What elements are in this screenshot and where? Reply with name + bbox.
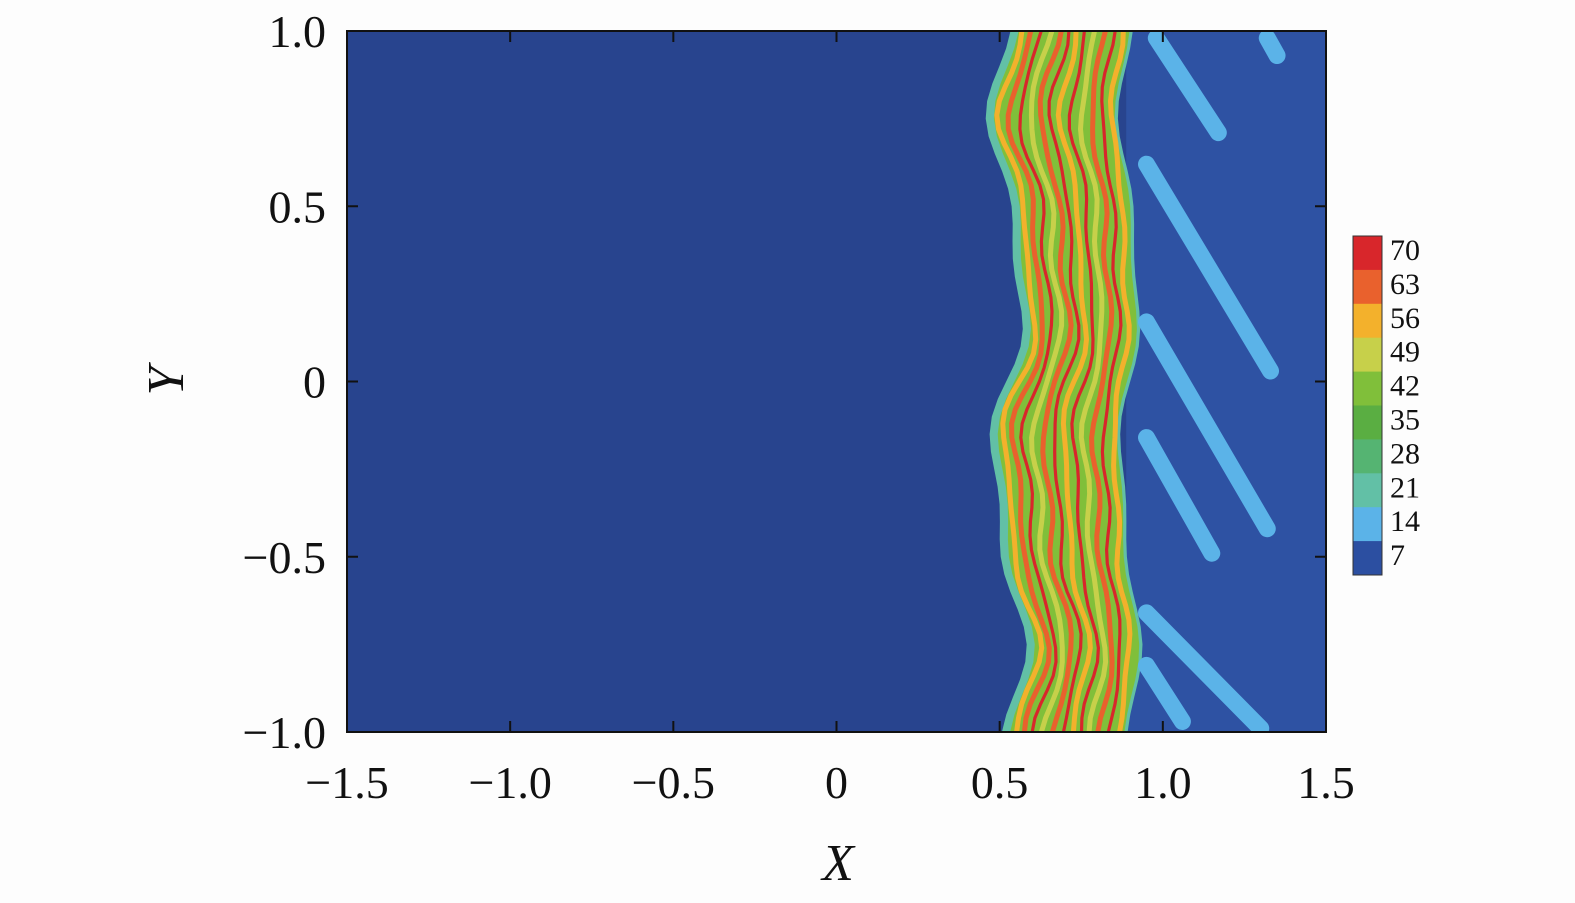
contour-line-49 (1028, 31, 1065, 732)
streak (1138, 604, 1270, 732)
contour-line-56 (1107, 31, 1133, 732)
colorbar-frame (1352, 235, 1383, 576)
y-axis: 1.0 0.5 0 −0.5 −1.0 (243, 6, 1326, 758)
front-band (993, 31, 1140, 732)
contour-line-63 (1005, 31, 1052, 732)
x-tick-label: 0 (825, 757, 848, 808)
streak (1147, 31, 1227, 142)
streak (1138, 313, 1276, 538)
streak (1138, 155, 1280, 380)
colorbar-label: 56 (1390, 302, 1420, 335)
y-tick-label: 1.0 (269, 6, 327, 57)
colorbar-label: 7 (1390, 539, 1405, 572)
contour-line-70 (1067, 31, 1101, 732)
colorbar-label: 35 (1390, 404, 1420, 437)
contour-field (985, 31, 1326, 732)
x-axis-title: X (820, 835, 856, 892)
x-tick-label: 1.5 (1297, 757, 1355, 808)
contour-line-56 (1055, 31, 1093, 732)
y-axis-title: Y (138, 361, 195, 395)
colorbar-label: 49 (1390, 336, 1420, 369)
colorbar-segment (1353, 236, 1382, 271)
contour-line-56 (994, 31, 1045, 732)
streak (1138, 429, 1221, 562)
colorbar-segment (1353, 269, 1382, 305)
contour-line-70 (1018, 31, 1058, 732)
colorbar-label: 14 (1390, 505, 1420, 538)
colorbar-segment (1353, 541, 1382, 576)
colorbar-label: 28 (1390, 437, 1420, 470)
x-tick-label: 0.5 (971, 757, 1029, 808)
colorbar-label: 70 (1390, 234, 1420, 267)
x-tick-label: −1.0 (468, 757, 551, 808)
streak (1258, 31, 1286, 65)
y-tick-label: −0.5 (243, 532, 326, 583)
contour-line-63 (1037, 31, 1074, 732)
colorbar-segment (1353, 337, 1382, 373)
colorbar-segment (1353, 473, 1382, 508)
x-axis: −1.5 −1.0 −0.5 0 0.5 1.0 1.5 (305, 31, 1355, 808)
contour-line-49 (1077, 31, 1109, 732)
streak (1138, 656, 1191, 730)
colorbar-segment (1353, 303, 1382, 339)
contour-line-63 (1089, 31, 1115, 732)
y-tick-label: −1.0 (243, 707, 326, 758)
y-tick-label: 0 (303, 357, 326, 408)
colorbar-label: 21 (1390, 471, 1420, 504)
x-tick-label: −0.5 (632, 757, 715, 808)
plot-area (346, 30, 1327, 733)
x-tick-label: 1.0 (1134, 757, 1192, 808)
contour-line-70 (1047, 31, 1083, 732)
colorbar-label: 42 (1390, 370, 1420, 403)
colorbar-label: 63 (1390, 268, 1420, 301)
colorbar-segment (1353, 405, 1382, 440)
contour-line-70 (1100, 31, 1123, 732)
x-tick-label: −1.5 (305, 757, 388, 808)
colorbar-segment (1353, 439, 1382, 474)
y-tick-label: 0.5 (269, 181, 327, 232)
colorbar-segment (1353, 507, 1382, 542)
colorbar-segment (1353, 371, 1382, 406)
